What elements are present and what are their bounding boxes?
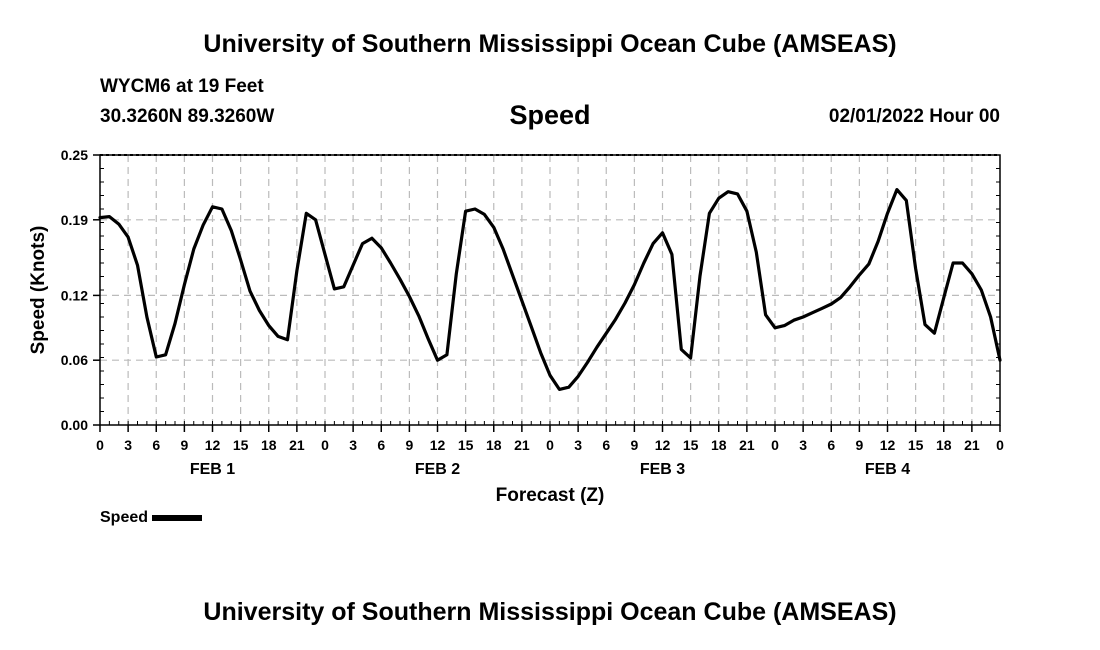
x-tick-label: 12 [880, 437, 896, 453]
day-label: FEB 4 [865, 461, 910, 478]
day-label: FEB 3 [640, 461, 685, 478]
x-tick-label: 9 [405, 437, 413, 453]
y-axis-label: Speed (Knots) [28, 226, 49, 355]
x-tick-label: 15 [683, 437, 699, 453]
x-tick-label: 12 [655, 437, 671, 453]
day-label: FEB 1 [190, 461, 235, 478]
day-label: FEB 2 [415, 461, 460, 478]
series-layer [98, 188, 1002, 391]
coordinates-label: 30.3260N 89.3260W [100, 106, 275, 127]
x-tick-label: 15 [458, 437, 474, 453]
x-axis-label: Forecast (Z) [496, 485, 605, 506]
x-tick-label: 9 [630, 437, 638, 453]
x-tick-label: 0 [771, 437, 779, 453]
x-tick-label: 21 [964, 437, 980, 453]
x-tick-label: 21 [514, 437, 530, 453]
x-tick-label: 18 [486, 437, 502, 453]
station-label: WYCM6 at 19 Feet [100, 76, 264, 97]
x-tick-label: 12 [205, 437, 221, 453]
x-tick-label: 6 [377, 437, 385, 453]
x-tick-label: 3 [574, 437, 582, 453]
x-tick-label: 0 [546, 437, 554, 453]
legend-swatch [152, 514, 203, 521]
y-tick-label: 0.12 [61, 287, 88, 303]
y-tick-label: 0.19 [61, 212, 88, 228]
y-tick-label: 0.06 [61, 352, 88, 368]
x-tick-label: 3 [124, 437, 132, 453]
x-tick-label: 18 [936, 437, 952, 453]
x-tick-label: 3 [349, 437, 357, 453]
speed-series-line [98, 188, 1002, 391]
chart-subtitle: Speed [509, 100, 591, 130]
x-tick-label: 6 [827, 437, 835, 453]
x-tick-label: 18 [261, 437, 277, 453]
label-layer: 0 3 6 9 12 15 18 21 0 3 6 9 12 15 18 21 0 3 6 9 12 15 18 21 0 3 6 9… [28, 147, 1004, 506]
x-tick-label: 6 [152, 437, 160, 453]
x-tick-label: 0 [96, 437, 104, 453]
x-tick-label: 0 [996, 437, 1004, 453]
legend-label: Speed [100, 509, 149, 526]
forecast-timestamp: 02/01/2022 Hour 00 [828, 106, 1000, 127]
legend: Speed [100, 509, 203, 527]
x-tick-label: 0 [321, 437, 329, 453]
x-tick-label: 15 [908, 437, 924, 453]
chart-title: University of Southern Mississippi Ocean… [203, 30, 897, 58]
x-tick-label: 21 [289, 437, 305, 453]
x-tick-label: 3 [799, 437, 807, 453]
x-tick-label: 18 [711, 437, 727, 453]
x-tick-label: 21 [739, 437, 755, 453]
footer-title: University of Southern Mississippi Ocean… [203, 598, 897, 626]
x-tick-label: 15 [233, 437, 249, 453]
x-tick-label: 9 [180, 437, 188, 453]
x-tick-label: 12 [430, 437, 446, 453]
x-tick-label: 6 [602, 437, 610, 453]
y-tick-label: 0.25 [61, 147, 88, 163]
y-tick-label: 0.00 [61, 417, 88, 433]
axis-layer [93, 154, 1001, 432]
x-tick-label: 9 [855, 437, 863, 453]
grid-layer [100, 155, 1000, 425]
